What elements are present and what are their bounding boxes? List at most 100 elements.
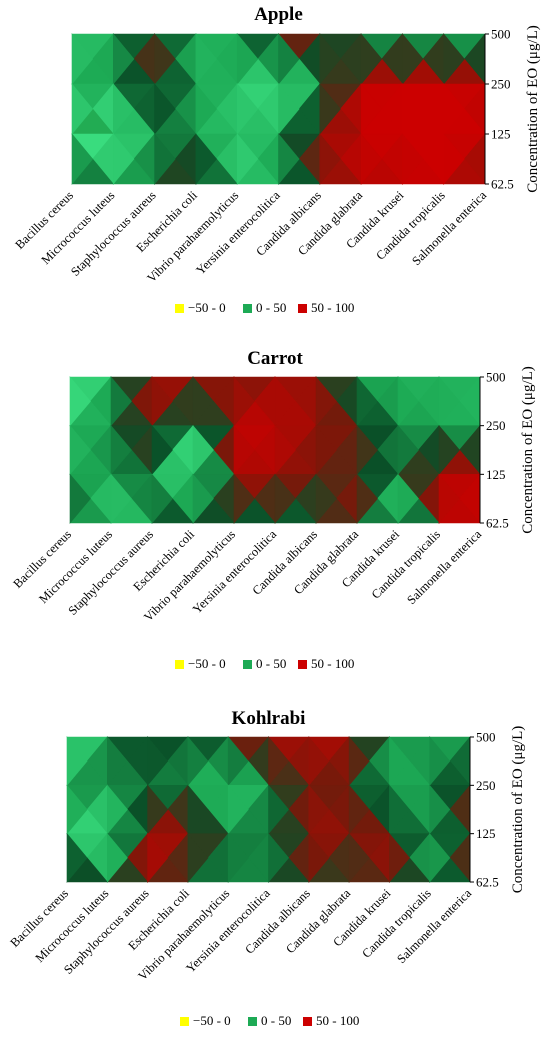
heatmap-cell (389, 736, 410, 787)
heatmap-cell (154, 83, 176, 135)
heatmap-cell (66, 736, 88, 787)
heatmap-cell (69, 424, 91, 476)
y-tick-label: 62.5 (491, 177, 514, 192)
heatmap-cell (236, 133, 259, 185)
legend-label: 50 - 100 (311, 300, 354, 315)
heatmap-cell (71, 33, 94, 85)
heatmap-cell (187, 832, 209, 883)
heatmap-cell (315, 424, 337, 476)
category-label: Micrococcus luteus (36, 527, 115, 606)
heatmap-cell (315, 473, 337, 524)
heatmap-cell (113, 83, 135, 135)
heatmap-cell (315, 376, 337, 427)
category-label: Salmonella enterica (394, 886, 474, 966)
heatmap-cell (402, 83, 424, 135)
heatmap-cell (319, 83, 341, 135)
legend-label: 0 - 50 (256, 656, 286, 671)
heatmap-cell (356, 424, 378, 476)
heatmap-cell (348, 736, 370, 787)
heatmap-cell (274, 473, 296, 524)
heatmap-cell (356, 473, 378, 524)
category-label: Candida tropicalis (359, 886, 434, 961)
heatmap-cell (438, 424, 460, 476)
heatmap-cell (278, 133, 300, 185)
heatmap-cell (429, 736, 451, 787)
heatmap-cell (274, 424, 296, 476)
y-tick-label: 125 (486, 467, 506, 482)
heatmap-panel-carrot: Carrot 500 250 125 62.5 Concentration of EO (… (0, 340, 550, 685)
heatmap-cell (151, 376, 173, 427)
heatmap-cell (233, 473, 255, 524)
heatmap-cells (71, 33, 486, 185)
heatmap-cell (110, 376, 132, 427)
legend-label: −50 - 0 (193, 1013, 231, 1028)
heatmap-cell (397, 473, 419, 524)
y-tick-label: 250 (486, 418, 506, 433)
heatmap-cells (69, 376, 481, 524)
heatmap-cell (438, 376, 460, 427)
heatmap-cell (147, 736, 169, 787)
heatmap-cell (154, 33, 176, 85)
heatmap-carrot-svg: Carrot 500 250 125 62.5 Concentration of EO (… (10, 348, 536, 671)
legend-label: 50 - 100 (311, 656, 354, 671)
heatmap-cell (71, 133, 94, 185)
heatmap-cell (71, 83, 94, 135)
legend-swatch (175, 660, 184, 669)
y-axis-label: Concentration of EO (μg/L) (510, 726, 526, 894)
heatmap-cell (107, 736, 128, 787)
heatmap-cell (319, 133, 341, 185)
heatmap-kohlrabi-svg: Kohlrabi 500 250 125 62.5 Concentration of EO… (7, 708, 526, 1028)
heatmap-cell (236, 83, 259, 135)
y-tick-label: 125 (476, 826, 496, 841)
heatmap-cell (389, 784, 410, 835)
chart-title: Apple (254, 4, 303, 25)
heatmap-cell (187, 736, 209, 787)
heatmap-cell (402, 33, 424, 85)
category-label: Micrococcus luteus (33, 886, 112, 965)
heatmap-cell (360, 133, 383, 185)
heatmap-cell (308, 784, 330, 835)
chart-title: Kohlrabi (232, 708, 306, 729)
heatmap-panel-apple: Apple 500 250 125 62.5 Concentration of EO (μ… (0, 0, 550, 330)
category-label: Micrococcus luteus (39, 188, 118, 267)
heatmap-cell (110, 424, 132, 476)
heatmap-cell (389, 832, 410, 883)
heatmap-cell (147, 784, 169, 835)
heatmap-apple-svg: Apple 500 250 125 62.5 Concentration of EO (μ… (12, 4, 541, 315)
heatmap-cell (348, 784, 370, 835)
heatmap-cell (69, 473, 91, 524)
heatmap-cell (69, 376, 91, 427)
heatmap-cell (66, 784, 88, 835)
heatmap-cell (227, 784, 249, 835)
heatmap-cell (278, 33, 300, 85)
heatmap-cell (402, 133, 424, 185)
heatmap-cell (438, 473, 460, 524)
heatmap-cell (154, 133, 176, 185)
heatmap-cell (360, 83, 383, 135)
heatmap-cell (233, 424, 255, 476)
legend-label: −50 - 0 (188, 656, 226, 671)
heatmap-panel-kohlrabi: Kohlrabi 500 250 125 62.5 Concentration of EO… (0, 695, 550, 1041)
category-label: Salmonella enterica (404, 527, 484, 607)
legend-swatch (298, 660, 307, 669)
legend-swatch (248, 1017, 257, 1026)
y-axis-label: Concentration of EO (μg/L) (520, 366, 536, 534)
heatmap-cell (268, 784, 290, 835)
y-tick-label: 250 (476, 778, 496, 793)
y-tick-label: 125 (491, 127, 511, 142)
heatmap-cell (268, 832, 290, 883)
legend-label: 0 - 50 (256, 300, 286, 315)
legend-swatch (298, 304, 307, 313)
legend-swatch (175, 304, 184, 313)
heatmap-cell (443, 133, 465, 185)
heatmap-cell (356, 376, 378, 427)
chart-title: Carrot (247, 348, 303, 369)
heatmap-cell (308, 736, 330, 787)
heatmap-cell (66, 832, 88, 883)
legend-swatch (180, 1017, 189, 1026)
y-tick-label: 500 (486, 370, 506, 385)
heatmap-cell (397, 376, 419, 427)
heatmap-cell (113, 33, 135, 85)
heatmap-cell (195, 83, 217, 135)
legend-label: 0 - 50 (261, 1013, 291, 1028)
